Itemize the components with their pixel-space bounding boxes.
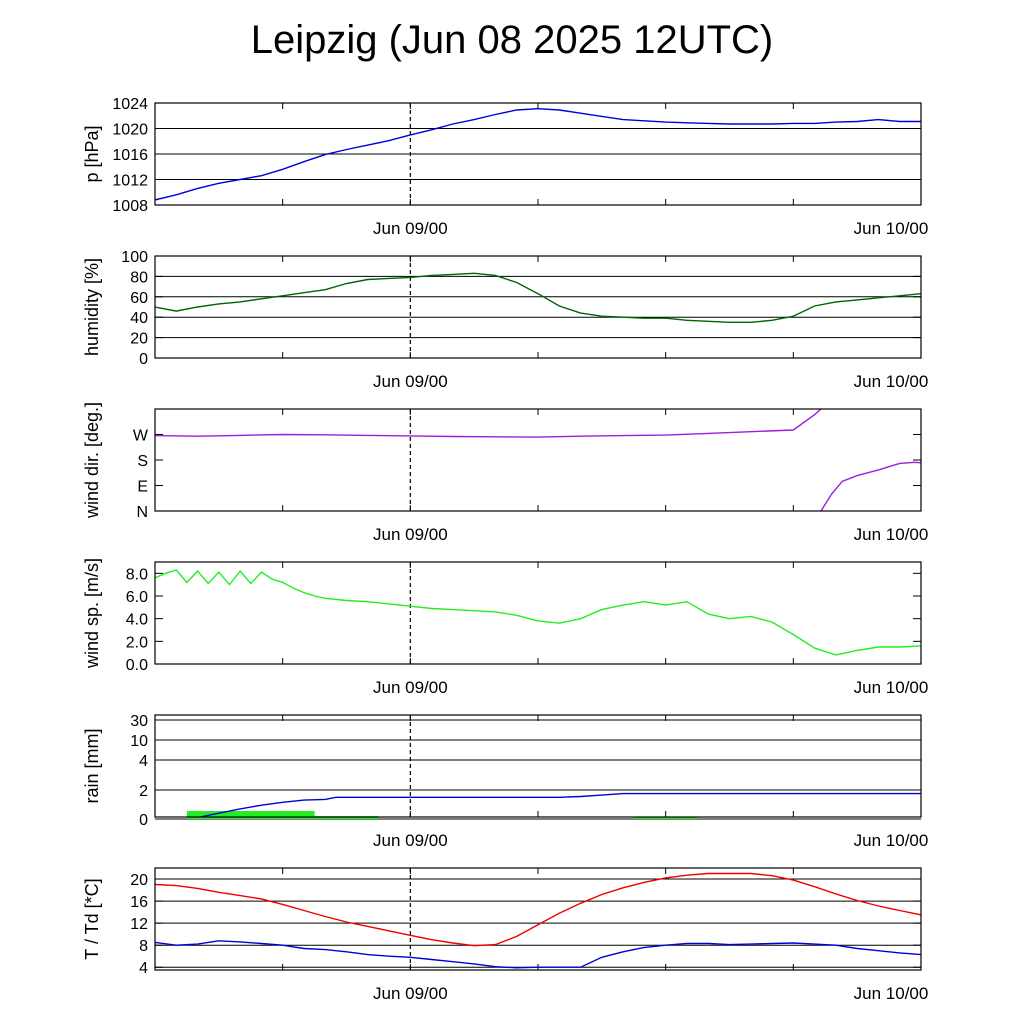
y-tick-label: 30 — [130, 713, 148, 730]
panel-2: 0 20 40 60 80 100 humidity [%] Jun 09/00 Jun 10/… — [82, 249, 928, 391]
y-axis-label: wind sp. [m/s] — [82, 558, 102, 669]
y-tick-label: 100 — [121, 249, 148, 266]
y-tick-label: 20 — [130, 872, 148, 889]
series-line — [194, 792, 921, 817]
series-line — [155, 872, 921, 947]
x-tick-label: Jun 10/00 — [854, 678, 929, 697]
panel-5: 0 2 4 10 30 rain [mm] Jun 09/00 Jun 10/00 — [82, 713, 928, 850]
y-tick-label: 60 — [130, 290, 148, 307]
y-tick-label: 6.0 — [126, 589, 148, 606]
panel-frame — [154, 714, 922, 818]
y-tick-label: 1024 — [112, 96, 148, 113]
y-tick-label: 1016 — [112, 147, 148, 164]
x-tick-label: Jun 10/00 — [854, 984, 929, 1003]
y-tick-label: 0.0 — [126, 657, 148, 674]
panel-frame — [154, 561, 922, 665]
x-tick-label: Jun 09/00 — [373, 219, 448, 238]
rain-bar — [186, 811, 315, 819]
series-line — [155, 409, 822, 438]
y-tick-label: 4 — [139, 960, 148, 977]
y-tick-label: E — [137, 479, 148, 496]
y-tick-label: 8.0 — [126, 566, 148, 583]
x-tick-label: Jun 09/00 — [373, 831, 448, 850]
y-axis-label: wind dir. [deg.] — [82, 402, 102, 519]
y-tick-label: 4 — [139, 753, 148, 770]
chart-title: Leipzig (Jun 08 2025 12UTC) — [250, 18, 774, 62]
series-line — [155, 569, 921, 656]
panel-frame — [154, 408, 922, 512]
y-tick-label: 1008 — [112, 198, 148, 215]
y-tick-label: 2.0 — [126, 634, 148, 651]
y-tick-label: 1012 — [112, 173, 148, 190]
x-tick-label: Jun 10/00 — [854, 525, 929, 544]
x-tick-label: Jun 09/00 — [373, 984, 448, 1003]
y-tick-label: N — [136, 504, 148, 521]
panel-4: 0.0 2.0 4.0 6.0 8.0 wind sp. [m/s] Jun 09/00 Ju… — [82, 558, 928, 697]
x-tick-label: Jun 10/00 — [854, 831, 929, 850]
y-tick-label: 10 — [130, 733, 148, 750]
y-axis-label: T / Td [*C] — [82, 878, 102, 959]
x-tick-label: Jun 10/00 — [854, 372, 929, 391]
panel-frame — [154, 255, 922, 359]
x-tick-label: Jun 09/00 — [373, 525, 448, 544]
x-tick-label: Jun 10/00 — [854, 219, 929, 238]
y-tick-label: 40 — [130, 310, 148, 327]
series-line — [155, 940, 921, 969]
y-tick-label: 20 — [130, 331, 148, 348]
x-tick-label: Jun 09/00 — [373, 678, 448, 697]
panel-1: 1008 1012 1016 1020 1024 p [hPa] Jun 09/00 Jun … — [82, 96, 928, 238]
y-tick-label: 8 — [139, 938, 148, 955]
panel-6: 4 8 12 16 20 T / Td [*C] Jun 09/00 Jun 10/00 — [82, 867, 929, 1003]
y-tick-label: 80 — [130, 269, 148, 286]
rain-bar — [633, 816, 698, 819]
y-tick-label: 1020 — [112, 122, 148, 139]
y-tick-label: 4.0 — [126, 612, 148, 629]
y-tick-label: 0 — [139, 351, 148, 368]
panel-frame — [154, 867, 922, 971]
y-axis-label: rain [mm] — [82, 728, 102, 803]
y-tick-label: 0 — [139, 812, 148, 829]
y-axis-label: humidity [%] — [82, 258, 102, 356]
y-tick-label: W — [133, 428, 149, 445]
panel-frame — [154, 102, 922, 206]
series-line — [820, 461, 921, 511]
x-tick-label: Jun 09/00 — [373, 372, 448, 391]
y-tick-label: 2 — [139, 783, 148, 800]
y-tick-label: S — [137, 453, 148, 470]
y-tick-label: 16 — [130, 894, 148, 911]
series-line — [155, 107, 921, 201]
y-tick-label: 12 — [130, 916, 148, 933]
y-axis-label: p [hPa] — [82, 125, 102, 182]
series-line — [155, 272, 921, 323]
